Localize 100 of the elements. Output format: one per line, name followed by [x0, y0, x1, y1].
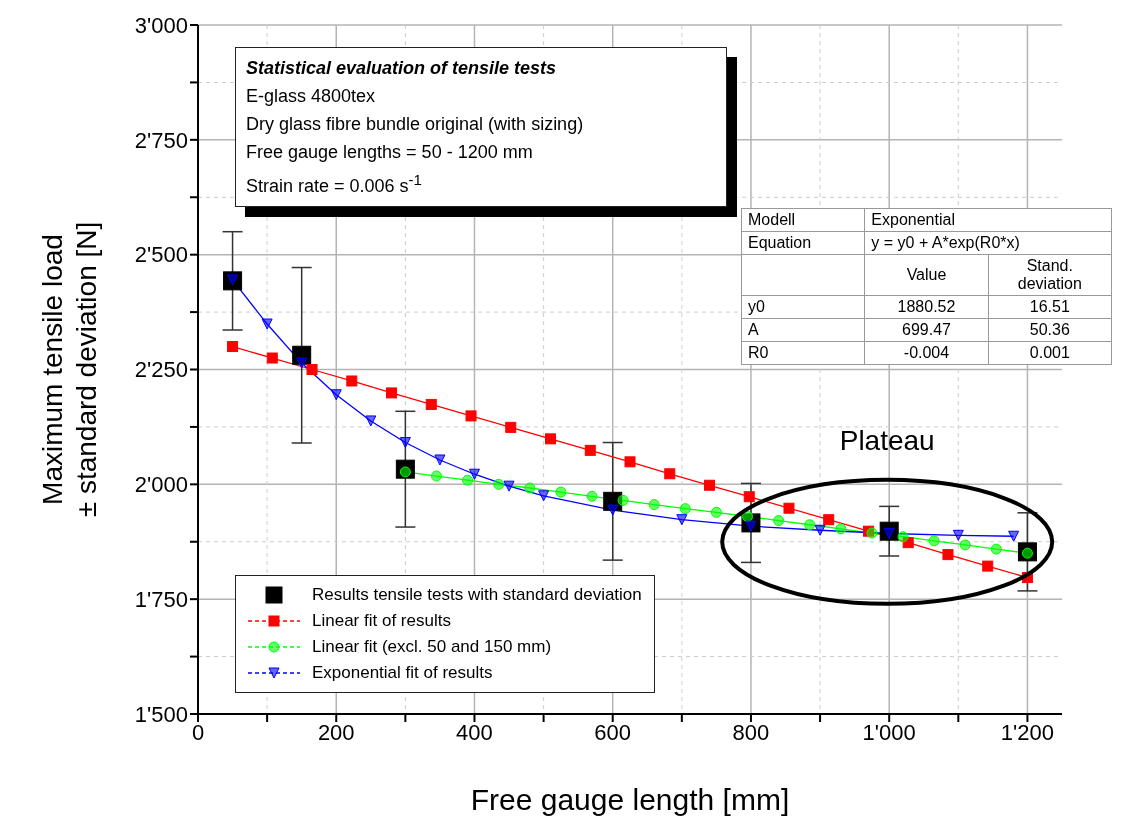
point [468, 468, 480, 480]
y-tick-label: 1'750 [134, 586, 188, 612]
annotation: Modell [741, 208, 865, 232]
point [664, 468, 676, 480]
point [296, 357, 308, 369]
point [292, 345, 312, 365]
x-tick-label: 600 [594, 719, 632, 745]
point [823, 514, 835, 526]
point [607, 504, 619, 516]
point [365, 415, 377, 427]
legend-label: Linear fit of results [312, 611, 451, 631]
annotation: Stand. deviation [988, 254, 1112, 296]
annotation: Equation [741, 231, 865, 255]
point [741, 513, 761, 533]
point [430, 470, 442, 482]
annotation: 1880.52 [864, 295, 989, 319]
point [399, 437, 411, 449]
point [586, 490, 598, 502]
annotation: A [741, 318, 865, 342]
point [330, 389, 342, 401]
annotation: E-glass 4800tex [246, 85, 377, 108]
y-tick-label: 2'250 [134, 357, 188, 383]
point [1017, 542, 1037, 562]
point [703, 479, 715, 491]
point [603, 491, 623, 511]
point [555, 486, 567, 498]
y-tick-label: 2'500 [134, 242, 188, 268]
point [223, 271, 243, 291]
point [538, 490, 550, 502]
point [266, 352, 278, 364]
legend-label: Results tensile tests with standard deviation [312, 585, 642, 605]
annotation: 0.001 [988, 341, 1112, 365]
point [584, 444, 596, 456]
point [928, 535, 940, 547]
legend-label: Exponential fit of results [312, 663, 493, 683]
point [524, 482, 536, 494]
legend-label: Linear fit (excl. 50 and 150 mm) [312, 637, 552, 657]
point [425, 398, 437, 410]
point [648, 499, 660, 511]
point [942, 549, 954, 561]
point [261, 318, 273, 330]
point [227, 341, 239, 353]
annotation: Exponential [864, 208, 1112, 232]
annotation: Plateau [839, 424, 935, 456]
point [1008, 530, 1020, 542]
point [676, 514, 688, 526]
point [493, 478, 505, 490]
y-axis-title: Maximum tensile load ± standard deviation [N] [37, 221, 102, 518]
x-axis-title: Free gauge length [mm] [470, 783, 790, 816]
y-tick-label: 1'500 [134, 701, 188, 727]
point [710, 506, 722, 518]
x-tick-label: 800 [732, 719, 770, 745]
point [545, 433, 557, 445]
point [835, 523, 847, 535]
point [395, 459, 415, 479]
annotation: Free gauge lengths = 50 - 1200 mm [246, 141, 534, 164]
point [434, 454, 446, 466]
annotation: 50.36 [988, 318, 1112, 342]
y-tick-label: 2'750 [134, 127, 188, 153]
point [783, 502, 795, 514]
point [897, 531, 909, 543]
annotation: -0.004 [864, 341, 989, 365]
point [743, 491, 755, 503]
point [462, 474, 474, 486]
point [866, 527, 878, 539]
annotation: y = y0 + A*exp(R0*x) [864, 231, 1112, 255]
point [990, 543, 1002, 555]
point [465, 410, 477, 422]
point [617, 494, 629, 506]
annotation: 16.51 [988, 295, 1112, 319]
annotation: Dry glass fibre bundle original (with sizing) [246, 113, 585, 136]
point [679, 503, 691, 515]
annotation: 699.47 [864, 318, 989, 342]
point [804, 519, 816, 531]
point [503, 480, 515, 492]
point [879, 521, 899, 541]
point [505, 421, 517, 433]
x-tick-label: 400 [456, 719, 493, 745]
point [959, 539, 971, 551]
x-tick-label: 0 [191, 719, 205, 745]
point [862, 525, 874, 537]
annotation: Strain rate = 0.006 s$^{-1}$ [246, 170, 423, 198]
y-tick-label: 3'000 [134, 12, 188, 38]
point [773, 515, 785, 527]
x-tick-label: 1'000 [862, 719, 916, 745]
point [902, 537, 914, 549]
annotation: R0 [741, 341, 865, 365]
annotation: Value [864, 254, 989, 296]
annotation: y0 [741, 295, 865, 319]
point [982, 560, 994, 572]
x-tick-label: 200 [317, 719, 355, 745]
chart-title: Statistical evaluation of tensile tests [246, 58, 557, 78]
point [624, 456, 636, 468]
point [306, 364, 318, 375]
point [346, 375, 358, 387]
x-tick-label: 1'200 [1000, 719, 1055, 745]
y-tick-label: 2'000 [134, 472, 188, 498]
point [386, 387, 398, 399]
point [952, 529, 964, 541]
point [814, 524, 826, 536]
